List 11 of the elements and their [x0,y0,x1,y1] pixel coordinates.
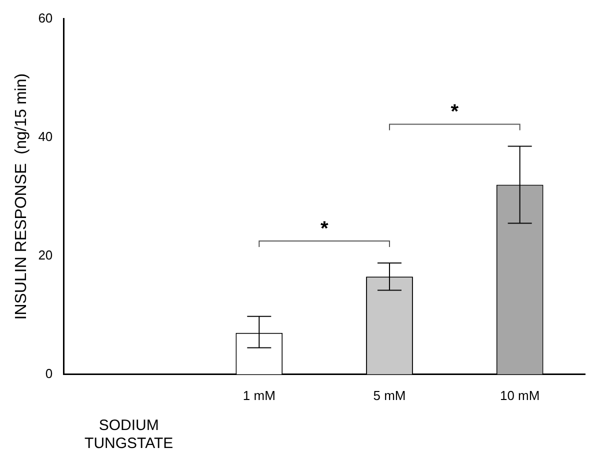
y-axis-title: INSULIN RESPONSE (ng/15 min) [13,73,30,320]
y-tick-label: 60 [38,10,53,26]
annotation: * [320,218,328,240]
x-tick-label: 5 mM [373,388,406,403]
annotation: * [450,101,459,124]
x-tick-label: 1 mM [242,388,276,403]
x-axis-title: SODIUM TUNGSTATE [84,417,174,452]
y-tick-label: 20 [38,247,53,262]
x-tick-label: 10 mM [500,388,540,403]
y-tick-label: 0 [45,366,53,381]
y-tick-label: 40 [38,128,53,144]
